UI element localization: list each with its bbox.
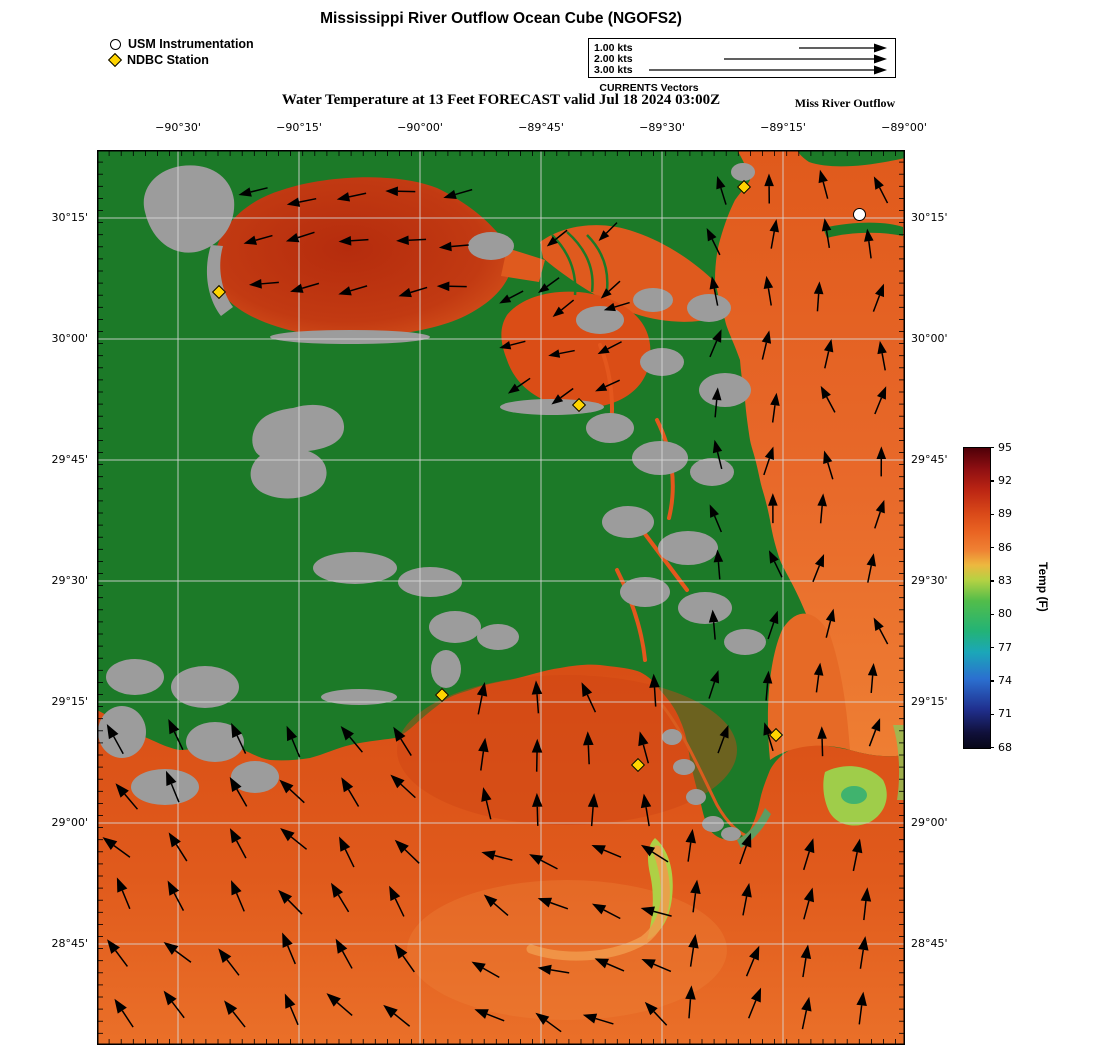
colorbar-tick <box>990 480 994 482</box>
map-minor-ticks <box>98 151 904 1044</box>
usm-circle-icon <box>110 38 121 50</box>
lon-tick-label: −89°30' <box>639 121 685 134</box>
lat-tick-label: 29°45' <box>911 453 948 466</box>
legend-item-usm: USM Instrumentation <box>110 37 254 51</box>
lat-tick-label: 28°45' <box>51 937 88 950</box>
colorbar-tick <box>990 447 994 449</box>
marsh-gray-patches <box>98 163 766 841</box>
colorbar-tick-label: 95 <box>998 440 1012 454</box>
lat-tick-label: 30°00' <box>911 332 948 345</box>
colorbar-tick-label: 71 <box>998 707 1012 721</box>
ndbc-diamond-icon <box>107 52 123 68</box>
lat-tick-label: 29°15' <box>911 695 948 708</box>
map-border <box>97 150 905 1045</box>
currents-scale-box: 1.00 kts 2.00 kts 3.00 kts <box>588 38 896 78</box>
lon-tick-label: −89°00' <box>881 121 927 134</box>
lon-tick-label: −89°45' <box>518 121 564 134</box>
colorbar-tick <box>990 647 994 649</box>
colorbar-tick <box>990 680 994 682</box>
colorbar-tick <box>990 613 994 615</box>
lat-tick-label: 29°45' <box>51 453 88 466</box>
lat-tick-label: 30°15' <box>911 211 948 224</box>
lon-tick-label: −90°00' <box>397 121 443 134</box>
colorbar <box>963 447 991 749</box>
usm-station-marker <box>853 208 866 221</box>
colorbar-tick-label: 74 <box>998 673 1012 687</box>
usm-legend-label: USM Instrumentation <box>128 37 254 51</box>
ndbc-legend-label: NDBC Station <box>127 53 209 67</box>
currents-scale-title: CURRENTS Vectors <box>599 82 699 94</box>
colorbar-tick <box>990 747 994 749</box>
lat-tick-label: 29°15' <box>51 695 88 708</box>
currents-scale-label-1: 1.00 kts <box>594 41 633 54</box>
legend-item-ndbc: NDBC Station <box>107 52 209 68</box>
lat-tick-label: 29°30' <box>911 574 948 587</box>
currents-scale-label-3: 3.00 kts <box>594 63 633 76</box>
colorbar-tick-label: 86 <box>998 540 1012 554</box>
current-vector-arrows <box>102 169 889 1033</box>
colorbar-tick-label: 80 <box>998 607 1012 621</box>
land-overlays <box>551 150 905 296</box>
colorbar-tick-label: 77 <box>998 640 1012 654</box>
lat-tick-label: 30°15' <box>51 211 88 224</box>
colorbar-tick <box>990 580 994 582</box>
colorbar-tick-label: 92 <box>998 473 1012 487</box>
lat-tick-label: 29°00' <box>51 816 88 829</box>
corner-label: Miss River Outflow <box>794 96 896 110</box>
currents-scale-arrows <box>649 43 887 75</box>
currents-scale-label-2: 2.00 kts <box>594 52 633 65</box>
page-title: Mississippi River Outflow Ocean Cube (NG… <box>320 10 682 27</box>
lat-tick-label: 29°30' <box>51 574 88 587</box>
lon-tick-label: −89°15' <box>760 121 806 134</box>
lat-tick-label: 29°00' <box>911 816 948 829</box>
lon-tick-label: −90°15' <box>276 121 322 134</box>
colorbar-tick <box>990 713 994 715</box>
colorbar-title: Temp (F) <box>1036 562 1050 612</box>
map-subtitle: Water Temperature at 13 Feet FORECAST va… <box>281 92 721 108</box>
colorbar-tick <box>990 513 994 515</box>
colorbar-tick-label: 89 <box>998 507 1012 521</box>
colorbar-tick <box>990 547 994 549</box>
colorbar-tick-label: 83 <box>998 573 1012 587</box>
map <box>97 150 905 1045</box>
lon-tick-label: −90°30' <box>155 121 201 134</box>
lat-tick-label: 30°00' <box>51 332 88 345</box>
lat-tick-label: 28°45' <box>911 937 948 950</box>
colorbar-tick-label: 68 <box>998 740 1012 754</box>
